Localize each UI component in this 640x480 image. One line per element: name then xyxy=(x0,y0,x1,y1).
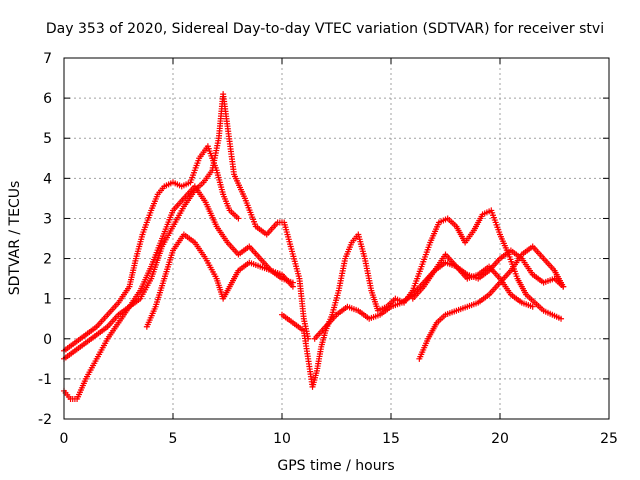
x-tick-label: 10 xyxy=(273,431,291,447)
y-tick-label: -2 xyxy=(38,412,52,428)
series-points xyxy=(61,143,242,354)
series-points xyxy=(279,207,565,390)
y-tick-label: 1 xyxy=(43,292,52,308)
plus-marker xyxy=(235,215,242,222)
x-tick-label: 5 xyxy=(169,431,178,447)
y-axis-label: SDTVAR / TECUs xyxy=(7,181,23,296)
y-tick-label: 7 xyxy=(43,51,52,67)
data-points xyxy=(61,91,567,402)
plus-marker xyxy=(289,279,296,286)
plus-marker xyxy=(529,303,536,310)
y-tick-label: -1 xyxy=(38,372,52,388)
plus-marker xyxy=(560,283,567,290)
series-points xyxy=(416,243,567,362)
y-tick-label: 6 xyxy=(43,91,52,107)
x-tick-label: 0 xyxy=(60,431,69,447)
y-tick-label: 3 xyxy=(43,211,52,227)
x-tick-label: 15 xyxy=(382,431,400,447)
x-axis-label: GPS time / hours xyxy=(277,458,394,474)
y-tick-label: 2 xyxy=(43,252,52,268)
x-tick-labels: 0 5 10 15 20 25 xyxy=(60,431,618,447)
series-points xyxy=(61,91,312,402)
x-tick-label: 25 xyxy=(600,431,618,447)
series-points xyxy=(409,251,536,310)
y-tick-labels: -2 -1 0 1 2 3 4 5 6 7 xyxy=(38,51,52,428)
plus-marker xyxy=(558,315,565,322)
axis-ticks xyxy=(63,57,610,420)
y-tick-label: 0 xyxy=(43,332,52,348)
plot-frame xyxy=(63,57,610,420)
y-tick-label: 5 xyxy=(43,131,52,147)
y-tick-label: 4 xyxy=(43,171,52,187)
series-points xyxy=(143,231,296,330)
chart-title: Day 353 of 2020, Sidereal Day-to-day VTE… xyxy=(46,21,604,37)
x-tick-label: 20 xyxy=(491,431,509,447)
